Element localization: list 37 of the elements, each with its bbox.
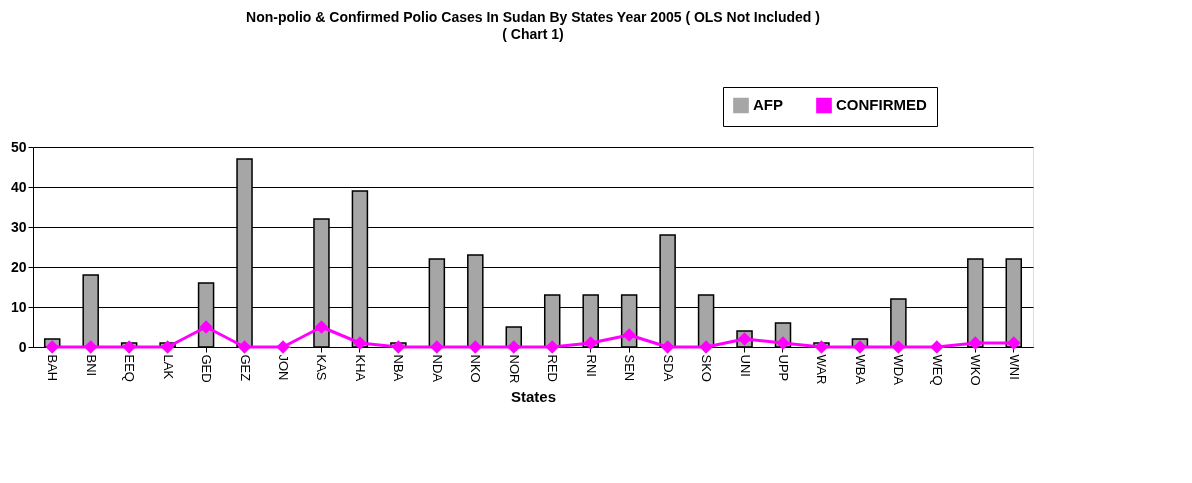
- y-tick-label: 50: [10, 138, 27, 155]
- x-tick-label: WEQ: [929, 354, 945, 386]
- y-tick-label: 30: [10, 218, 27, 235]
- y-tick-label: 10: [10, 298, 27, 315]
- x-tick-label: GED: [199, 354, 215, 383]
- x-tick-label: UNI: [737, 354, 753, 377]
- x-tick-label: WKO: [968, 354, 984, 386]
- x-tick-label: RED: [545, 354, 561, 382]
- chart-title: Non-polio & Confirmed Polio Cases In Sudan By States Year 2005 ( OLS Not Included ): [246, 8, 820, 25]
- x-tick-label: BNI: [83, 354, 99, 377]
- x-tick-label: WNI: [1006, 354, 1022, 380]
- x-tick-label: GEZ: [237, 354, 253, 382]
- x-tick-label: SDA: [660, 354, 676, 382]
- x-tick-label: RNI: [583, 354, 599, 377]
- x-tick-label: SEN: [622, 354, 638, 382]
- x-tick-label: KHA: [352, 354, 368, 382]
- x-tick-label: WBA: [852, 354, 868, 385]
- x-tick-label: WDA: [891, 354, 907, 386]
- x-tick-label: NOR: [506, 354, 522, 384]
- x-tick-label: NKO: [468, 354, 484, 383]
- x-tick-label: NDA: [429, 354, 445, 383]
- x-tick-label: JON: [276, 354, 291, 381]
- legend-label: AFP: [753, 96, 783, 114]
- text: ( Chart 1): [502, 25, 564, 42]
- x-tick-label: BAH: [45, 354, 61, 382]
- x-tick-label: LAK: [160, 354, 176, 380]
- y-tick-label: 40: [10, 178, 27, 195]
- x-axis-title: States: [510, 387, 557, 405]
- x-tick-label: SKO: [699, 354, 715, 382]
- x-tick-label: UPP: [776, 354, 791, 382]
- y-tick-label: 20: [10, 258, 27, 275]
- y-tick-label: 0: [18, 338, 27, 355]
- x-tick-label: WAR: [814, 354, 830, 385]
- x-tick-label: EEQ: [122, 354, 138, 382]
- x-tick-label: NBA: [391, 354, 407, 382]
- x-tick-label: KAS: [314, 354, 330, 381]
- legend-label: CONFIRMED: [836, 96, 927, 114]
